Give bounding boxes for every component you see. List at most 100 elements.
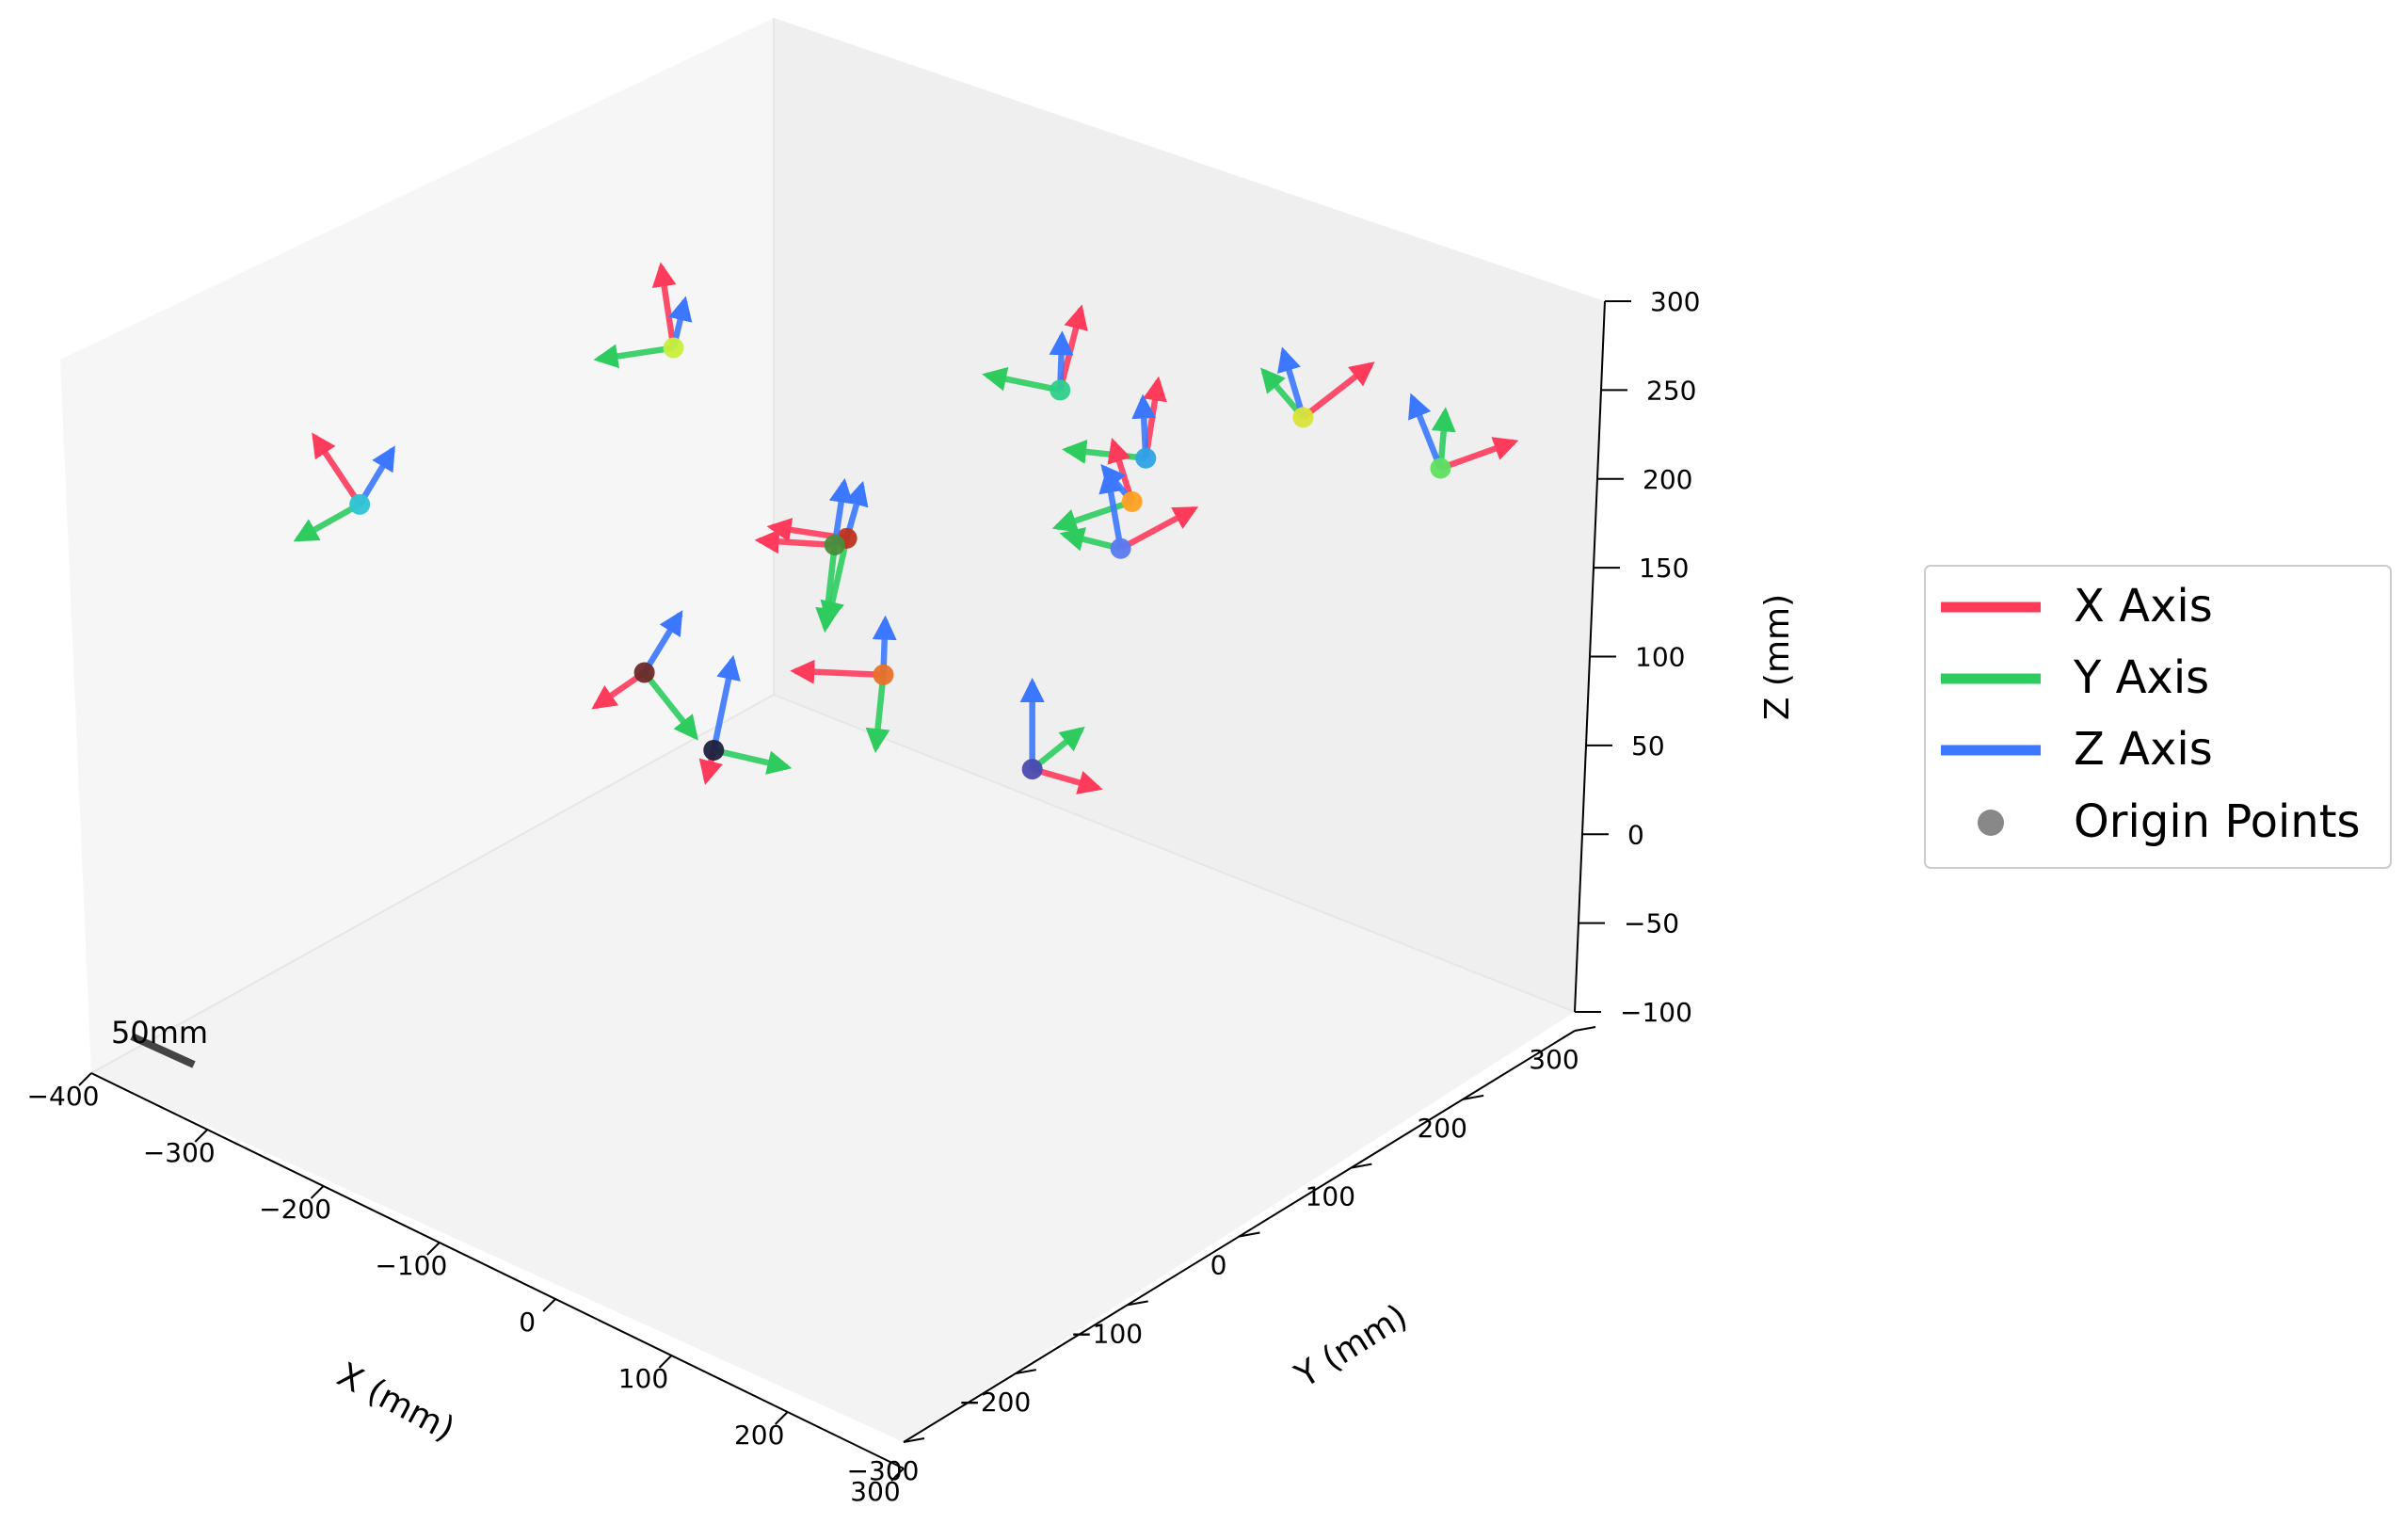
legend-box: [1924, 565, 2392, 869]
x-tick: [426, 1242, 441, 1256]
frame-4-origin-point: [1135, 447, 1157, 469]
z-tick-label: 50: [1631, 730, 1665, 762]
x-tick-label: −200: [259, 1194, 331, 1225]
x-tick: [310, 1185, 325, 1199]
frame-5-x-arrow: [1301, 361, 1375, 420]
floor-pane: [91, 695, 1575, 1442]
y-tick-label: 300: [1529, 1044, 1579, 1075]
y-axis: −300 −200 −100 0 100 200 300: [847, 1026, 1596, 1486]
frame-4-y-arrow: [1062, 440, 1146, 464]
frame-10-y-arrow: [815, 544, 841, 634]
z-tick-label: 250: [1646, 375, 1696, 406]
frame-12-origin-point: [873, 664, 894, 685]
frame-10-x-arrow: [754, 529, 835, 554]
frame-14-origin-point: [1021, 759, 1043, 780]
y-tick-label: −100: [1070, 1318, 1143, 1349]
frame-12-y-arrow: [865, 674, 890, 754]
x-tick-label: 100: [618, 1363, 668, 1394]
frame-1: [593, 262, 693, 369]
legend-origin-label: Origin Points: [2074, 795, 2361, 848]
x-tick-label: 200: [734, 1420, 784, 1451]
scale-bar: 50mm: [111, 1015, 208, 1068]
y-tick: [1462, 1094, 1484, 1100]
frame-14: [1019, 677, 1103, 794]
frame-8-origin-point: [1430, 457, 1451, 479]
frame-13-y-arrow: [713, 746, 793, 775]
frame-4: [1062, 376, 1167, 469]
scale-bar-label: 50mm: [111, 1015, 208, 1051]
z-tick-label: 100: [1635, 642, 1685, 673]
frame-11-y-arrow: [642, 670, 698, 741]
frame-5-origin-point: [1292, 407, 1314, 428]
frame-1-origin-point: [663, 337, 684, 359]
frame-14-x-arrow: [1031, 766, 1103, 794]
frame-6-y-arrow: [1051, 498, 1133, 533]
x-tick: [194, 1129, 208, 1143]
scale-bar-line: [130, 1033, 196, 1068]
y-axis-label: Y (mm): [1288, 1297, 1414, 1396]
frame-8-x-arrow: [1439, 437, 1519, 472]
pane-edge: [90, 694, 775, 1074]
frame-7-x-arrow: [1119, 505, 1199, 552]
x-axis-line: [90, 1072, 905, 1469]
frame-8-z-arrow: [1408, 393, 1444, 470]
frame-7: [1059, 468, 1199, 559]
frame-11-origin-point: [633, 662, 655, 683]
frame-13-z-arrow: [711, 654, 741, 751]
z-axis: −100 −50 0 50 100 150 200 250 300: [1574, 286, 1700, 1028]
frame-14-y-arrow: [1030, 726, 1085, 772]
frame-7-origin-point: [1110, 537, 1131, 559]
x-axis: −400 −300 −200 −100 0 100 200 300: [27, 1072, 905, 1507]
frames-layer: [293, 262, 1519, 794]
y-tick: [1351, 1163, 1372, 1169]
frame-9: [766, 480, 869, 626]
frame-5: [1260, 346, 1375, 428]
frame-12-x-arrow: [790, 659, 884, 684]
frame-11: [591, 610, 698, 741]
y-tick-label: −200: [958, 1387, 1031, 1418]
frame-5-z-arrow: [1276, 346, 1306, 419]
x-tick-label: −400: [27, 1081, 100, 1112]
x-tick-label: −100: [375, 1250, 447, 1281]
y-tick-label: −300: [847, 1455, 920, 1486]
frame-13: [698, 654, 793, 785]
frame-11-z-arrow: [641, 610, 683, 675]
frame-7-z-arrow: [1098, 468, 1124, 550]
y-tick-label: 200: [1417, 1113, 1466, 1144]
z-tick-label: 200: [1643, 464, 1692, 495]
frame-2-z-arrow: [357, 445, 395, 506]
frame-1-x-arrow: [651, 262, 677, 349]
frame-10-origin-point: [824, 535, 845, 556]
frame-10-z-arrow: [828, 477, 854, 546]
z-tick-label: 150: [1639, 553, 1689, 584]
x-tick: [542, 1298, 556, 1312]
x-tick-label: −300: [143, 1137, 216, 1168]
z-tick-label: −50: [1624, 908, 1679, 939]
x-tick-label: 300: [850, 1476, 900, 1507]
x-tick: [890, 1468, 905, 1482]
frame-10: [754, 477, 854, 634]
frame-13-origin-point: [703, 739, 725, 761]
z-tick-label: 300: [1650, 286, 1700, 317]
pane-edge: [773, 694, 1576, 1013]
legend-y-axis-label: Y Axis: [2073, 651, 2209, 704]
frame-3: [982, 304, 1088, 401]
legend: X Axis Y Axis Z Axis Origin Points: [1924, 565, 2392, 869]
frame-2-y-arrow: [293, 501, 361, 542]
x-tick: [658, 1355, 673, 1369]
frame-2-x-arrow: [312, 432, 362, 506]
x-tick-label: 0: [519, 1307, 536, 1338]
y-tick: [1239, 1231, 1260, 1238]
x-tick: [775, 1411, 789, 1425]
y-tick: [1015, 1369, 1037, 1375]
y-tick-label: 0: [1210, 1250, 1227, 1281]
legend-z-axis-label: Z Axis: [2074, 723, 2213, 776]
frame-1-y-arrow: [593, 344, 675, 369]
x-axis-label: X (mm): [330, 1356, 460, 1449]
frame-8: [1408, 393, 1519, 479]
legend-x-axis-label: X Axis: [2074, 580, 2213, 633]
y-tick: [1127, 1300, 1148, 1307]
frame-2: [293, 432, 395, 542]
